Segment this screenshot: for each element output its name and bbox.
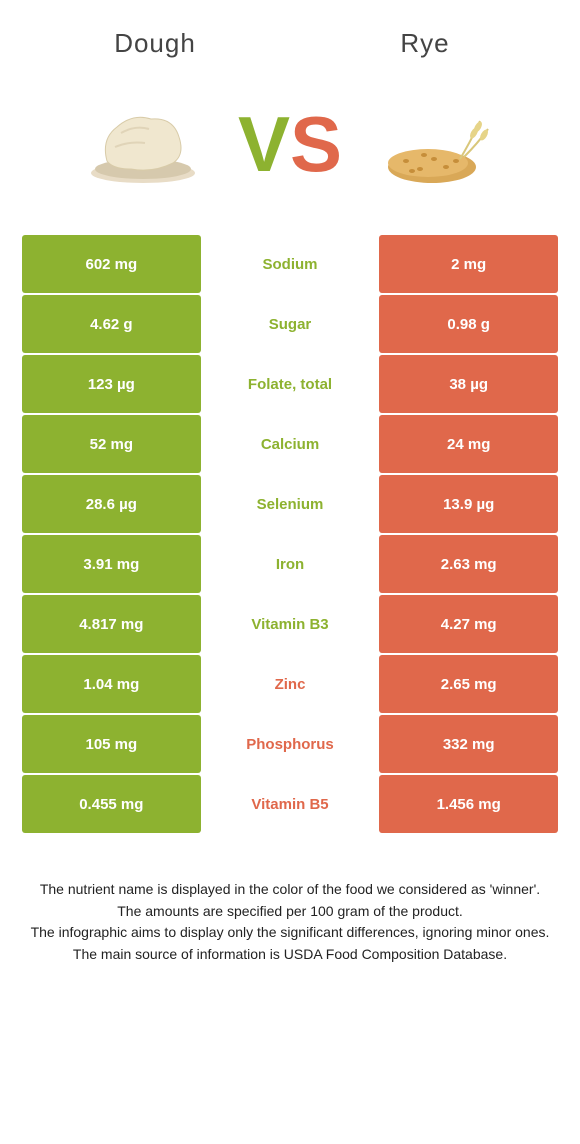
nutrient-label: Sodium bbox=[201, 235, 380, 293]
nutrient-label: Iron bbox=[201, 535, 380, 593]
dough-image bbox=[68, 89, 218, 199]
nutrient-label: Vitamin B3 bbox=[201, 595, 380, 653]
value-right: 0.98 g bbox=[379, 295, 558, 353]
value-left: 4.62 g bbox=[22, 295, 201, 353]
table-row: 4.817 mgVitamin B34.27 mg bbox=[22, 595, 558, 653]
value-left: 602 mg bbox=[22, 235, 201, 293]
value-right: 1.456 mg bbox=[379, 775, 558, 833]
table-row: 3.91 mgIron2.63 mg bbox=[22, 535, 558, 593]
table-row: 0.455 mgVitamin B51.456 mg bbox=[22, 775, 558, 833]
footnote-line: The amounts are specified per 100 gram o… bbox=[30, 901, 550, 923]
hero: VS bbox=[0, 69, 580, 235]
footnote-line: The infographic aims to display only the… bbox=[30, 922, 550, 944]
nutrient-label: Calcium bbox=[201, 415, 380, 473]
table-row: 52 mgCalcium24 mg bbox=[22, 415, 558, 473]
table-row: 1.04 mgZinc2.65 mg bbox=[22, 655, 558, 713]
footnote-line: The main source of information is USDA F… bbox=[30, 944, 550, 966]
footnote-line: The nutrient name is displayed in the co… bbox=[30, 879, 550, 901]
value-left: 52 mg bbox=[22, 415, 201, 473]
value-left: 0.455 mg bbox=[22, 775, 201, 833]
value-left: 1.04 mg bbox=[22, 655, 201, 713]
nutrient-label: Phosphorus bbox=[201, 715, 380, 773]
value-right: 13.9 µg bbox=[379, 475, 558, 533]
vs-v: V bbox=[238, 105, 290, 183]
vs-label: VS bbox=[238, 105, 342, 183]
value-right: 4.27 mg bbox=[379, 595, 558, 653]
nutrient-table: 602 mgSodium2 mg4.62 gSugar0.98 g123 µgF… bbox=[0, 235, 580, 833]
value-right: 38 µg bbox=[379, 355, 558, 413]
value-right: 332 mg bbox=[379, 715, 558, 773]
nutrient-label: Folate, total bbox=[201, 355, 380, 413]
nutrient-label: Zinc bbox=[201, 655, 380, 713]
value-left: 3.91 mg bbox=[22, 535, 201, 593]
table-row: 4.62 gSugar0.98 g bbox=[22, 295, 558, 353]
table-row: 602 mgSodium2 mg bbox=[22, 235, 558, 293]
value-right: 2.63 mg bbox=[379, 535, 558, 593]
value-left: 105 mg bbox=[22, 715, 201, 773]
nutrient-label: Selenium bbox=[201, 475, 380, 533]
title-right: Rye bbox=[290, 28, 560, 59]
value-left: 28.6 µg bbox=[22, 475, 201, 533]
value-right: 2.65 mg bbox=[379, 655, 558, 713]
value-left: 123 µg bbox=[22, 355, 201, 413]
header: Dough Rye bbox=[0, 0, 580, 69]
table-row: 123 µgFolate, total38 µg bbox=[22, 355, 558, 413]
footnote: The nutrient name is displayed in the co… bbox=[0, 835, 580, 966]
vs-s: S bbox=[290, 105, 342, 183]
nutrient-label: Vitamin B5 bbox=[201, 775, 380, 833]
table-row: 105 mgPhosphorus332 mg bbox=[22, 715, 558, 773]
value-left: 4.817 mg bbox=[22, 595, 201, 653]
nutrient-label: Sugar bbox=[201, 295, 380, 353]
value-right: 2 mg bbox=[379, 235, 558, 293]
title-left: Dough bbox=[20, 28, 290, 59]
value-right: 24 mg bbox=[379, 415, 558, 473]
rye-image bbox=[362, 89, 512, 199]
table-row: 28.6 µgSelenium13.9 µg bbox=[22, 475, 558, 533]
